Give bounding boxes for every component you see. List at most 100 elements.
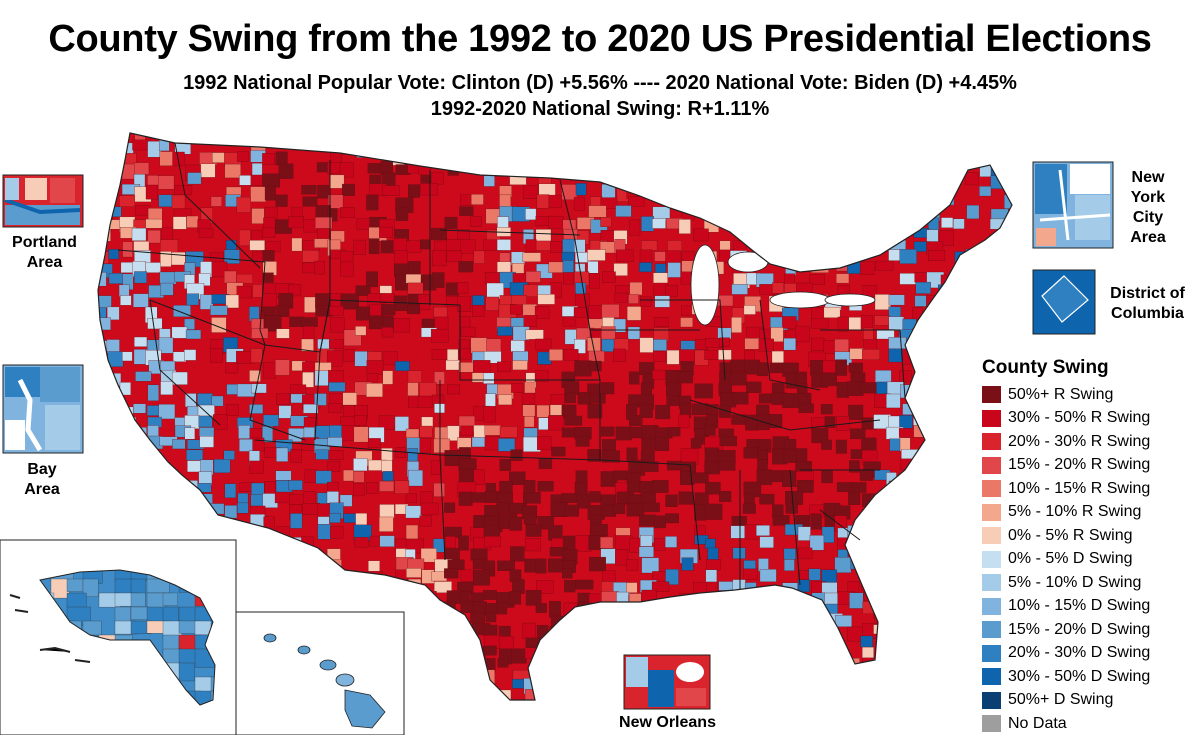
county-region: [952, 271, 969, 285]
county-region: [821, 439, 832, 450]
county-region: [213, 459, 231, 474]
county-region: [539, 701, 556, 717]
county-region: [693, 228, 709, 242]
county-region: [447, 647, 461, 658]
county-region: [249, 536, 267, 547]
county-region: [967, 428, 983, 440]
county-region: [432, 669, 451, 684]
county-region: [719, 337, 730, 347]
county-region: [862, 229, 875, 245]
county-region: [915, 559, 932, 571]
legend-label: 15% - 20% R Swing: [1008, 456, 1151, 474]
county-region: [512, 360, 528, 371]
county-region: [928, 460, 944, 474]
county-region: [509, 516, 523, 531]
county-region: [940, 163, 955, 179]
county-region: [746, 690, 765, 700]
county-region: [759, 536, 774, 549]
county-region: [784, 238, 801, 255]
county-region: [524, 538, 541, 552]
county-region: [130, 578, 146, 594]
county-region: [564, 415, 583, 426]
county-region: [419, 515, 432, 527]
county-region: [848, 362, 863, 373]
county-region: [162, 592, 178, 606]
county-region: [472, 295, 485, 307]
county-region: [147, 458, 165, 469]
county-region: [628, 371, 640, 385]
county-region: [288, 284, 302, 297]
county-region: [171, 194, 186, 209]
county-region: [938, 669, 954, 683]
county-region: [522, 404, 536, 417]
county-region: [249, 240, 265, 251]
county-region: [887, 623, 900, 636]
county-region: [651, 480, 669, 493]
county-region: [109, 153, 120, 165]
county-region: [431, 227, 447, 241]
county-region: [950, 326, 965, 343]
county-region: [251, 208, 265, 224]
county-region: [419, 425, 433, 438]
county-region: [316, 570, 334, 583]
county-region: [966, 349, 983, 359]
county-region: [160, 282, 174, 296]
county-region: [925, 612, 936, 624]
county-region: [886, 614, 902, 626]
county-region: [939, 470, 957, 487]
county-region: [915, 681, 930, 696]
county-region: [966, 505, 981, 517]
county-region: [678, 491, 694, 505]
county-region: [706, 581, 718, 597]
county-region: [380, 133, 399, 143]
county-region: [1004, 218, 1012, 233]
county-region: [642, 502, 660, 513]
county-region: [562, 260, 575, 273]
county-region: [458, 491, 473, 506]
county-region: [771, 142, 788, 159]
county-region: [420, 502, 439, 516]
county-region: [499, 426, 518, 438]
county-region: [756, 678, 769, 693]
county-region: [380, 579, 392, 591]
county-region: [939, 513, 951, 530]
county-region: [965, 536, 980, 547]
county-region: [937, 624, 953, 638]
legend-swatch: [982, 621, 1001, 639]
county-region: [315, 449, 329, 460]
county-region: [731, 284, 748, 295]
county-region: [538, 457, 553, 469]
county-region: [785, 372, 798, 389]
county-region: [290, 601, 305, 614]
county-region: [859, 469, 873, 481]
county-region: [912, 515, 931, 529]
county-region: [162, 606, 179, 622]
legend-items: 50%+ R Swing 30% - 50% R Swing 20% - 30% R…: [982, 383, 1197, 736]
county-region: [912, 702, 930, 717]
county-region: [301, 317, 318, 327]
county-region: [965, 592, 977, 607]
county-region: [928, 217, 940, 232]
county-region: [796, 239, 815, 255]
county-region: [638, 162, 657, 177]
county-region: [810, 513, 822, 530]
county-region: [575, 183, 587, 196]
county-region: [445, 536, 456, 549]
county-region: [876, 183, 893, 199]
county-region: [902, 591, 917, 607]
county-region: [159, 151, 175, 166]
county-region: [811, 417, 826, 430]
county-region: [446, 239, 462, 252]
county-region: [303, 219, 317, 233]
county-region: [783, 559, 795, 571]
county-region: [342, 392, 357, 406]
county-region: [573, 196, 585, 211]
county-region: [964, 612, 978, 628]
county-region: [873, 525, 888, 538]
county-region: [718, 349, 732, 360]
county-region: [130, 606, 149, 620]
county-region: [536, 689, 550, 700]
county-region: [535, 338, 552, 351]
county-region: [145, 515, 161, 529]
county-region: [447, 384, 460, 395]
